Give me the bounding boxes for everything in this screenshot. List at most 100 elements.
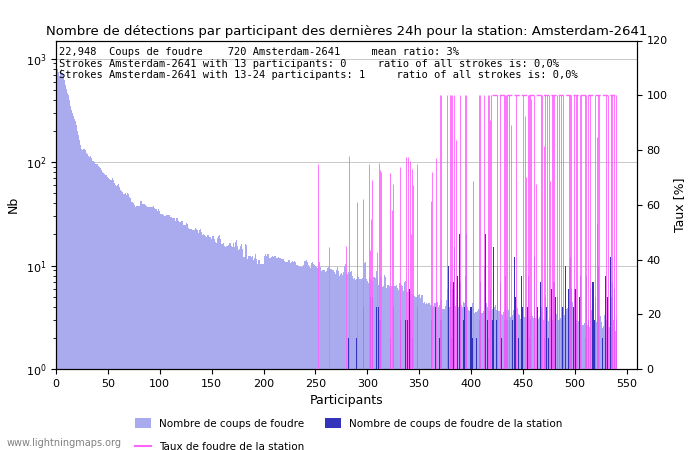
Bar xyxy=(108,178,109,450)
Bar xyxy=(300,267,302,450)
Bar xyxy=(416,295,418,450)
Bar xyxy=(128,194,129,450)
Bar xyxy=(205,236,206,450)
Bar xyxy=(145,205,146,450)
Bar xyxy=(346,272,347,450)
Bar xyxy=(154,208,155,450)
Bar xyxy=(487,320,488,450)
Bar xyxy=(379,282,380,450)
Bar xyxy=(63,76,64,450)
Bar xyxy=(500,338,502,450)
Bar xyxy=(163,215,164,450)
Bar xyxy=(139,201,141,450)
Bar xyxy=(99,167,100,450)
Bar xyxy=(556,315,557,450)
Bar xyxy=(66,89,67,450)
Bar xyxy=(592,282,593,450)
Bar xyxy=(96,164,97,450)
Bar xyxy=(528,317,530,450)
Bar xyxy=(477,310,479,450)
Y-axis label: Taux [%]: Taux [%] xyxy=(673,177,687,232)
Bar xyxy=(580,275,582,450)
Bar xyxy=(399,283,400,450)
Bar xyxy=(173,218,174,450)
Bar xyxy=(109,179,111,450)
Bar xyxy=(454,248,455,450)
Bar xyxy=(591,310,592,450)
Bar xyxy=(204,234,205,450)
Bar xyxy=(544,319,545,450)
Bar xyxy=(546,308,547,450)
Bar xyxy=(552,320,554,450)
Bar xyxy=(563,319,564,450)
Bar xyxy=(606,320,608,450)
Bar xyxy=(599,315,600,450)
Bar xyxy=(371,280,372,450)
Bar xyxy=(487,307,488,450)
Bar xyxy=(582,325,584,450)
Bar xyxy=(588,320,589,450)
Bar xyxy=(584,323,586,450)
Bar xyxy=(135,207,136,450)
Bar xyxy=(464,307,466,450)
Bar xyxy=(322,270,323,450)
Bar xyxy=(119,187,120,450)
Bar xyxy=(228,245,229,450)
Bar xyxy=(380,320,382,450)
Bar xyxy=(275,256,276,450)
Bar xyxy=(492,320,493,450)
Bar xyxy=(466,307,468,450)
Bar xyxy=(614,321,615,450)
Bar xyxy=(80,145,81,450)
Bar xyxy=(309,268,311,450)
Bar xyxy=(434,303,435,450)
Bar xyxy=(71,109,72,450)
Bar xyxy=(426,303,427,450)
Bar xyxy=(244,257,245,450)
Bar xyxy=(203,234,204,450)
Bar xyxy=(209,238,210,450)
Bar xyxy=(526,312,528,450)
Bar xyxy=(380,276,382,450)
Bar xyxy=(305,260,307,450)
Bar xyxy=(264,256,265,450)
Bar xyxy=(440,320,442,450)
Bar xyxy=(408,291,409,450)
Legend: Taux de foudre de la station: Taux de foudre de la station xyxy=(131,437,309,450)
Bar xyxy=(494,307,496,450)
Bar xyxy=(343,272,344,450)
Bar xyxy=(245,244,246,450)
Bar xyxy=(287,262,288,450)
Bar xyxy=(504,309,505,450)
Bar xyxy=(597,325,598,450)
Bar xyxy=(454,301,455,450)
Bar xyxy=(593,282,594,450)
Bar xyxy=(470,309,472,450)
Bar xyxy=(598,266,599,450)
Bar xyxy=(155,209,156,450)
Bar xyxy=(221,244,223,450)
Bar xyxy=(412,294,414,450)
Bar xyxy=(169,217,171,450)
Bar xyxy=(230,243,231,450)
Bar xyxy=(526,307,528,450)
Bar xyxy=(424,302,425,450)
Bar xyxy=(313,264,314,450)
Bar xyxy=(567,308,568,450)
Bar xyxy=(427,304,428,450)
Bar xyxy=(283,259,284,450)
Bar xyxy=(533,318,534,450)
Bar xyxy=(102,172,103,450)
Bar xyxy=(509,320,510,450)
Bar xyxy=(512,320,513,450)
Bar xyxy=(562,313,563,450)
Bar xyxy=(317,268,318,450)
Bar xyxy=(70,106,71,450)
Bar xyxy=(565,316,566,450)
Bar xyxy=(447,288,448,450)
Bar xyxy=(402,285,403,450)
Bar xyxy=(236,239,237,450)
Bar xyxy=(564,315,565,450)
Bar xyxy=(604,315,606,450)
Bar xyxy=(337,271,339,450)
